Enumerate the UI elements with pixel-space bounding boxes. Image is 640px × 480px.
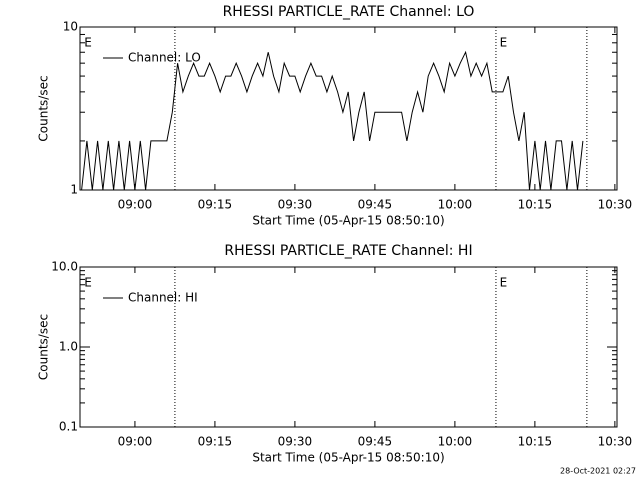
x-tick-label: 09:00 (118, 435, 153, 449)
x-tick-label: 10:30 (598, 198, 633, 212)
y-tick-label: 10 (63, 20, 78, 34)
x-tick-label: 09:30 (278, 198, 313, 212)
flag-label: E (84, 276, 92, 290)
x-tick-label: 10:00 (438, 198, 473, 212)
x-tick-label: 10:15 (518, 435, 553, 449)
timestamp: 28-Oct-2021 02:27 (560, 467, 636, 476)
x-axis-label: Start Time (05-Apr-15 08:50:10) (252, 214, 444, 228)
legend-label: Channel: HI (128, 291, 198, 305)
x-tick-label: 09:45 (358, 198, 393, 212)
y-axis-label: Counts/sec (37, 314, 51, 380)
y-tick-label: 1.0 (59, 340, 78, 354)
x-tick-label: 09:45 (358, 435, 393, 449)
x-tick-label: 10:30 (598, 435, 633, 449)
x-tick-label: 10:15 (518, 198, 553, 212)
legend-label: Channel: LO (128, 51, 201, 65)
chart-title: RHESSI PARTICLE_RATE Channel: LO (223, 4, 475, 20)
x-axis-label: Start Time (05-Apr-15 08:50:10) (252, 451, 444, 465)
x-tick-label: 09:15 (198, 435, 233, 449)
plot-frame (79, 26, 618, 191)
x-tick-label: 10:00 (438, 435, 473, 449)
flag-label: E (500, 276, 508, 290)
x-tick-label: 09:00 (118, 198, 153, 212)
flag-label: E (500, 36, 508, 50)
x-tick-label: 09:15 (198, 198, 233, 212)
flag-label: E (84, 36, 92, 50)
y-axis-label: Counts/sec (37, 75, 51, 141)
y-tick-label: 0.1 (59, 420, 78, 434)
x-tick-label: 09:30 (278, 435, 313, 449)
chart-title: RHESSI PARTICLE_RATE Channel: HI (224, 243, 472, 259)
y-tick-label: 1 (70, 183, 78, 197)
data-line (81, 50, 584, 191)
y-tick-label: 10.0 (51, 260, 78, 274)
